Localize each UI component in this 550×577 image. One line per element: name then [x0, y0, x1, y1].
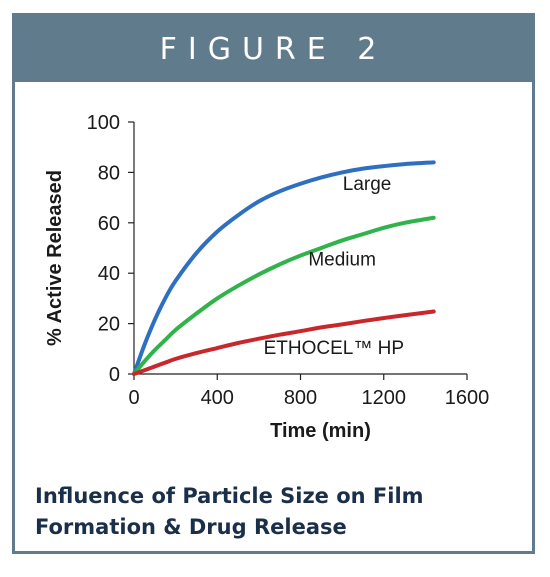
series-line	[132, 215, 436, 376]
x-tick-label: 1200	[362, 387, 407, 409]
series-label: ETHOCEL™ HP	[264, 338, 404, 359]
series-label: Medium	[308, 250, 376, 271]
x-tick-label: 800	[284, 387, 317, 409]
release-chart: 0 20 40 60 80 100 0 400 800 1200 1600 Large Medium E…	[44, 112, 490, 442]
x-axis-title: Time (min)	[270, 420, 371, 442]
chart-axes	[133, 122, 467, 375]
x-tick-label: 0	[128, 387, 139, 409]
figure-frame: FIGURE 2 0 20 40 60 80 100 0 400 800 1200 1600 Lar…	[12, 13, 535, 554]
y-tick-label: 60	[98, 213, 120, 235]
x-tick-label: 400	[201, 387, 234, 409]
y-tick-label: 80	[98, 162, 120, 184]
series-line	[132, 160, 436, 376]
y-tick-label: 20	[98, 314, 120, 336]
series-labels: Large Medium ETHOCEL™ HP	[264, 174, 404, 359]
y-tick-label: 100	[87, 112, 120, 134]
series-label: Large	[343, 174, 392, 195]
x-tick-label: 1600	[445, 387, 490, 409]
y-axis-title: % Active Released	[44, 170, 66, 346]
y-tick-label: 0	[109, 364, 120, 386]
figure-banner: FIGURE 2	[15, 16, 532, 82]
y-tick-label: 40	[98, 263, 120, 285]
chart-series	[132, 160, 436, 376]
figure-caption: Influence of Particle Size on Film Forma…	[35, 484, 424, 539]
series-line	[132, 309, 436, 376]
